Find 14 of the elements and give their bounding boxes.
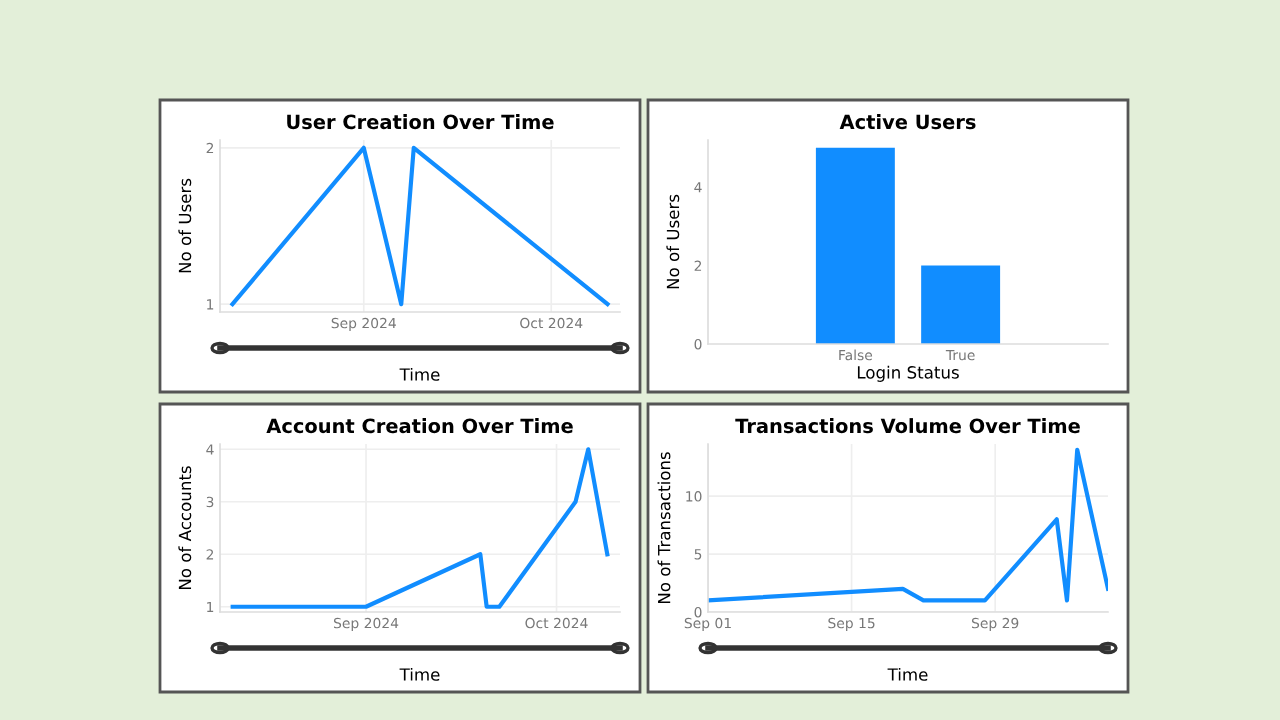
chart-title: User Creation Over Time: [287, 114, 554, 130]
x-axis-title: Time: [399, 667, 440, 681]
x-axis-title: Login Status: [857, 365, 959, 382]
y-axis-title: No of Accounts: [178, 466, 192, 590]
y-axis-title: No of Users: [178, 178, 192, 273]
y-axis-title: No of Users: [666, 194, 680, 289]
line-series: [708, 447, 1108, 603]
x-axis-title: Time: [887, 667, 928, 681]
chart-title: Active Users: [839, 114, 976, 130]
chart-title: Account Creation Over Time: [266, 418, 573, 434]
line-series: [230, 447, 610, 609]
x-axis-title: Time: [399, 367, 440, 381]
chart-title: Transactions Volume Over Time: [735, 418, 1080, 434]
y-axis-title: No of Transactions: [657, 452, 671, 604]
